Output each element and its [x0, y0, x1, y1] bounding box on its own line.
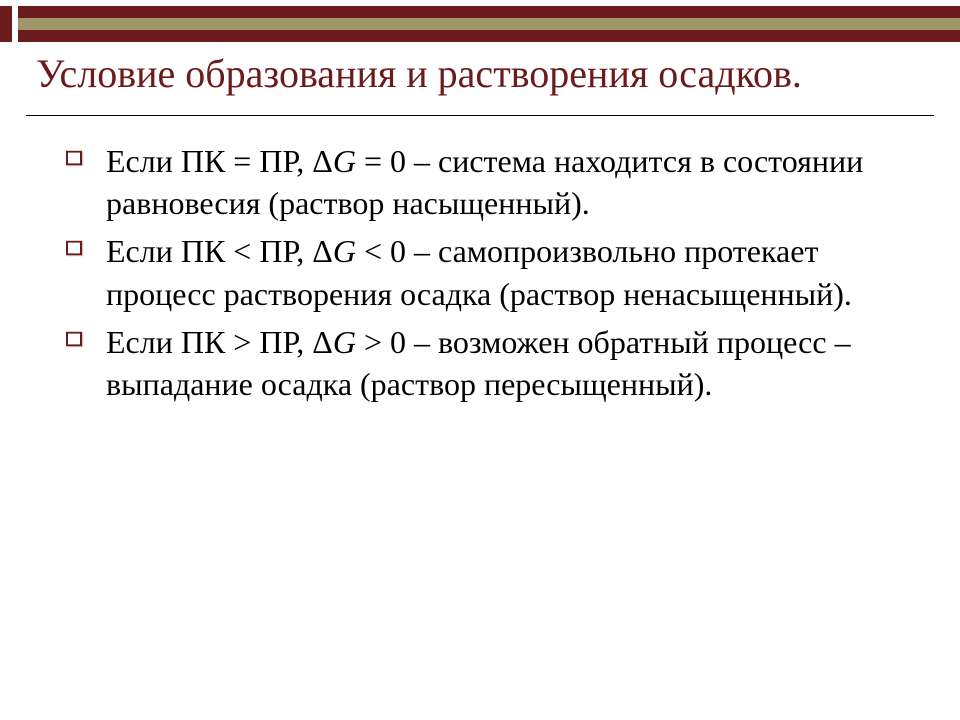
- top-banner: [0, 0, 960, 46]
- bullet-marker-icon: [66, 241, 82, 255]
- banner-square-3: [0, 30, 12, 42]
- banner-square-2: [0, 18, 12, 30]
- banner-strip-2: [18, 18, 960, 30]
- banner-strip-3: [18, 30, 960, 42]
- banner-square-1: [0, 6, 12, 18]
- list-item: Если ПК < ПР, ΔG < 0 – самопроизвольно п…: [66, 230, 924, 314]
- bullet-text-italic: G: [333, 233, 356, 269]
- slide-content: Условие образования и растворения осадко…: [36, 50, 924, 411]
- bullet-list: Если ПК = ПР, ΔG = 0 – система находится…: [36, 140, 924, 405]
- bullet-text-prefix: Если ПК > ПР, Δ: [106, 324, 333, 360]
- bullet-text-prefix: Если ПК < ПР, Δ: [106, 233, 333, 269]
- bullet-text-italic: G: [333, 143, 356, 179]
- banner-strip-1: [18, 6, 960, 18]
- slide-title: Условие образования и растворения осадко…: [36, 50, 924, 105]
- list-item: Если ПК = ПР, ΔG = 0 – система находится…: [66, 140, 924, 224]
- bullet-text-italic: G: [333, 324, 356, 360]
- list-item: Если ПК > ПР, ΔG > 0 – возможен обратный…: [66, 321, 924, 405]
- bullet-marker-icon: [66, 332, 82, 346]
- bullet-text-prefix: Если ПК = ПР, Δ: [106, 143, 333, 179]
- title-underline: [26, 115, 934, 116]
- bullet-marker-icon: [66, 151, 82, 165]
